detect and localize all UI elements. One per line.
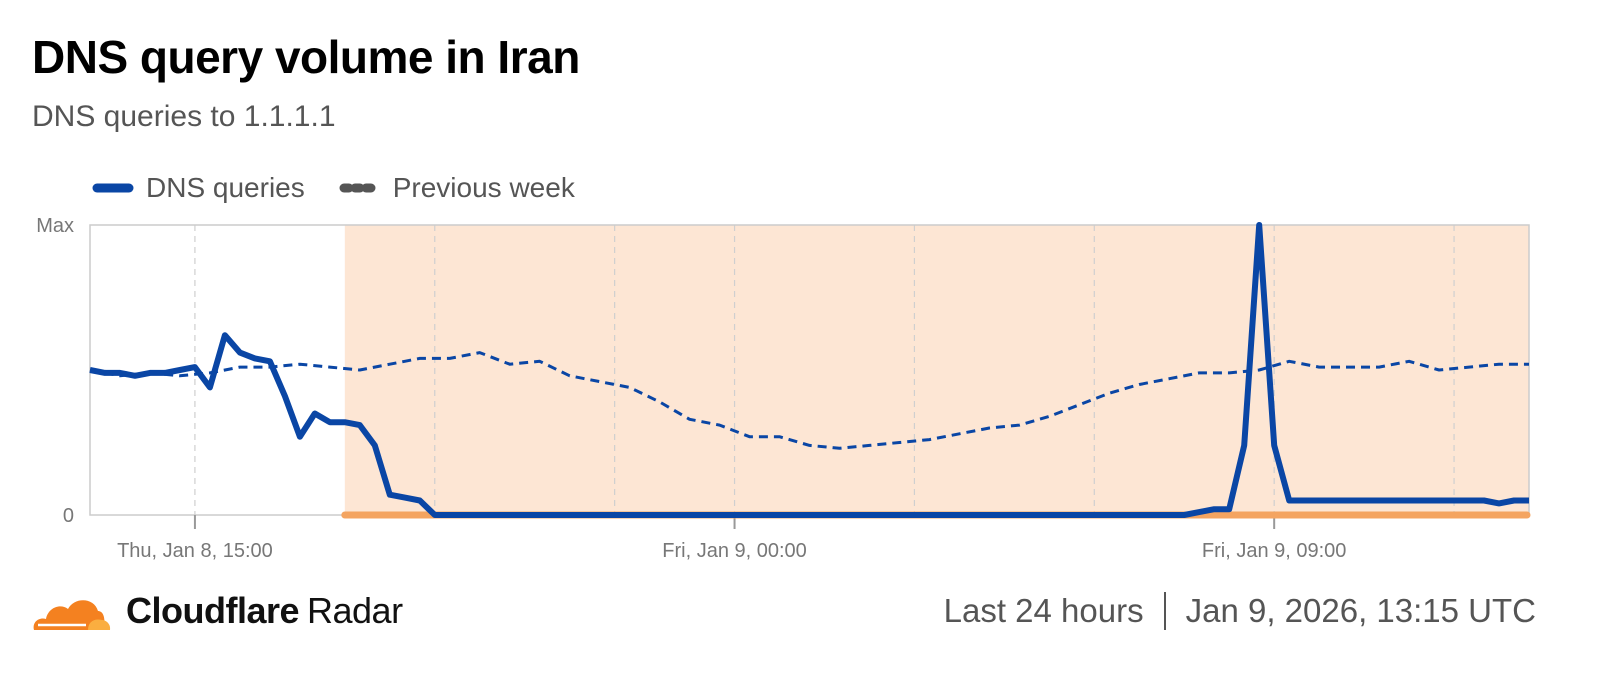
chart-legend: DNS queries Previous week [92,172,609,204]
timestamp: Jan 9, 2026, 13:15 UTC [1185,592,1536,629]
series-line-previous-week [89,351,1529,450]
y-tick-label: 0 [63,505,74,527]
cloudflare-cloud-icon [33,600,111,630]
legend-item-previous-week[interactable]: Previous week [339,172,575,204]
cloudflare-radar-logo: Cloudflare Radar [30,590,403,632]
dns-query-chart: Max 0 Thu, Jan 8, 15:00 Fri, Jan 9, 00:00 Fr… [36,215,1531,562]
footer-meta: Last 24 hours Jan 9, 2026, 13:15 UTC [944,592,1536,630]
brand-product: Radar [307,590,403,631]
shaded-region [344,225,1530,515]
legend-label-previous-week: Previous week [392,172,575,203]
chart-subtitle: DNS queries to 1.1.1.1 [32,100,336,133]
legend-swatch-solid-icon [92,183,134,193]
legend-item-dns-queries[interactable]: DNS queries [92,172,305,204]
chart-title: DNS query volume in Iran [32,31,580,83]
series-line-dns-queries [89,222,1529,518]
x-tick-label: Thu, Jan 8, 15:00 [117,540,273,562]
footer-divider [1163,592,1166,630]
brand-name: Cloudflare [126,590,300,631]
time-period: Last 24 hours [943,592,1144,629]
legend-label-dns-queries: DNS queries [146,172,305,203]
y-tick-label: Max [36,215,74,237]
legend-swatch-dashed-icon [339,183,381,193]
x-tick-label: Fri, Jan 9, 00:00 [662,540,807,562]
x-tick-label: Fri, Jan 9, 09:00 [1202,540,1347,562]
